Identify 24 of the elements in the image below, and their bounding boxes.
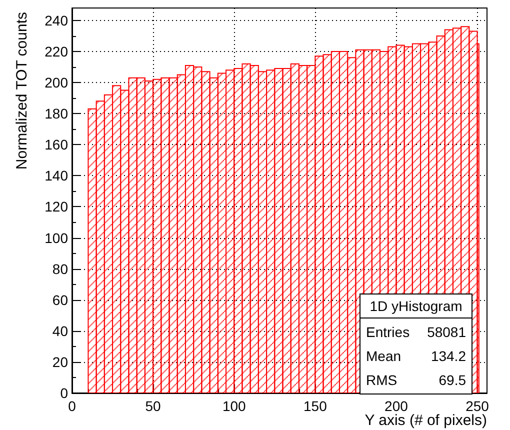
x-tick-label: 250 xyxy=(466,398,490,414)
y-axis-title: Normalized TOT counts xyxy=(14,12,30,170)
y-tick-label: 120 xyxy=(44,198,68,215)
annotation: 1D yHistogram xyxy=(370,298,462,314)
y-tick-label: 40 xyxy=(52,322,68,339)
x-axis-title: Y axis (# of pixels) xyxy=(364,412,487,429)
y-tick-label: 20 xyxy=(52,354,68,370)
y-tick-label: 0 xyxy=(60,385,68,401)
y-tick-label: 80 xyxy=(52,260,68,277)
text: RMS 69.5 xyxy=(366,372,466,388)
x-tick-label: 200 xyxy=(384,398,408,414)
x-tick-label: 150 xyxy=(303,398,328,414)
y-tick-label: 60 xyxy=(52,292,68,308)
x-tick-label: 50 xyxy=(145,398,162,414)
y-tick-label: 240 xyxy=(44,12,68,28)
y-tick-label: 200 xyxy=(44,74,68,91)
y-tick-label: 100 xyxy=(44,230,68,246)
text: Mean 134.2 xyxy=(366,348,466,364)
y-tick-label: 180 xyxy=(44,106,68,122)
x-tick-label: 100 xyxy=(222,398,246,414)
y-tick-label: 160 xyxy=(44,136,68,153)
y-tick-label: 220 xyxy=(44,43,68,60)
text: Entries 58081 xyxy=(366,324,466,340)
y-tick-label: 140 xyxy=(44,168,68,184)
